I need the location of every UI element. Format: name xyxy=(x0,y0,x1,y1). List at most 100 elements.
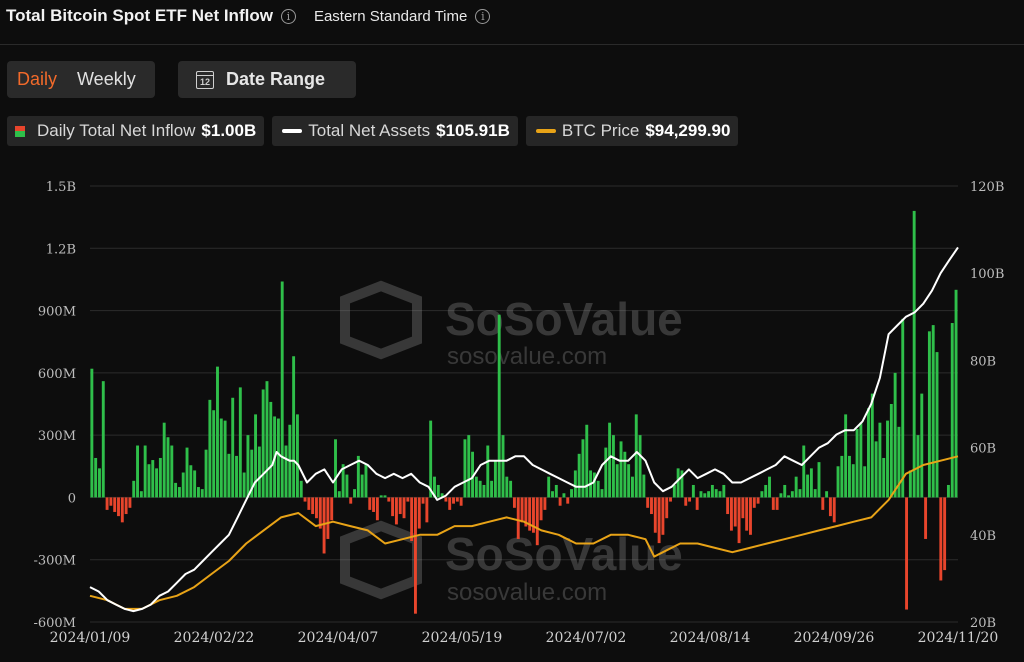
inflow-bar xyxy=(931,325,935,498)
y-left-tick-label: -300M xyxy=(33,554,76,569)
x-tick-label: 2024/04/07 xyxy=(298,630,379,646)
inflow-bar xyxy=(573,470,577,498)
inflow-bar xyxy=(528,497,532,531)
inflow-bar xyxy=(261,389,265,498)
inflow-bar xyxy=(124,497,128,515)
inflow-bar xyxy=(650,497,653,515)
watermark-brand: SoSoValue xyxy=(445,293,683,345)
watermark-url: sosovalue.com xyxy=(447,343,607,370)
inflow-bar xyxy=(429,420,433,498)
inflow-bar xyxy=(684,497,688,506)
inflow-bar xyxy=(585,424,589,498)
inflow-bar xyxy=(707,491,711,498)
inflow-bar xyxy=(147,464,151,498)
inflow-bar xyxy=(478,480,482,498)
info-icon[interactable]: i xyxy=(280,8,296,24)
y-right-tick-label: 120B xyxy=(970,180,1004,195)
legend-assets[interactable]: Total Net Assets $105.91B xyxy=(272,116,518,146)
inflow-bar xyxy=(208,399,212,498)
toggle-daily[interactable]: Daily xyxy=(17,69,58,89)
inflow-bar xyxy=(162,422,166,498)
inflow-bar xyxy=(315,497,318,519)
inflow-bar xyxy=(509,480,513,498)
calendar-icon: 12 xyxy=(196,70,214,89)
inflow-bar xyxy=(787,495,790,498)
date-range-button[interactable]: 12 Date Range xyxy=(178,61,356,98)
legend-assets-label: Total Net Assets xyxy=(308,121,431,140)
inflow-bar xyxy=(916,435,920,498)
inflow-bar xyxy=(554,484,558,498)
inflow-bar xyxy=(493,460,497,498)
inflow-bar xyxy=(745,497,749,531)
inflow-bar xyxy=(170,445,174,498)
inflow-bar xyxy=(844,414,848,498)
inflow-bar xyxy=(653,497,657,533)
inflow-bar xyxy=(661,497,665,535)
legend-inflow[interactable]: Daily Total Net Inflow $1.00B xyxy=(7,116,265,146)
inflow-bar xyxy=(783,484,787,498)
inflow-bar xyxy=(577,453,581,498)
inflow-bar xyxy=(798,489,802,498)
inflow-bar xyxy=(847,455,851,498)
inflow-bar xyxy=(433,476,436,498)
info-icon-timezone[interactable]: i xyxy=(475,8,491,24)
inflow-bar xyxy=(920,393,924,498)
date-range-label: Date Range xyxy=(226,69,326,89)
x-tick-label: 2024/08/14 xyxy=(670,630,751,646)
timezone-label: Eastern Standard Time xyxy=(313,7,468,25)
inflow-bar xyxy=(117,497,120,517)
inflow-bar xyxy=(623,451,627,498)
inflow-bar xyxy=(859,422,863,498)
inflow-bar xyxy=(863,466,867,498)
legend-btc[interactable]: BTC Price $94,299.90 xyxy=(525,116,739,146)
inflow-bar xyxy=(212,410,216,498)
header-divider xyxy=(0,44,1024,45)
inflow-bar xyxy=(353,489,356,498)
inflow-bar xyxy=(604,447,608,498)
inflow-swatch-icon xyxy=(15,125,25,137)
inflow-bar xyxy=(356,455,360,498)
inflow-bar xyxy=(627,464,631,498)
toggle-weekly[interactable]: Weekly xyxy=(77,69,136,89)
inflow-bar xyxy=(410,497,414,542)
inflow-bar xyxy=(204,449,208,498)
inflow-bar xyxy=(254,414,258,498)
inflow-bar xyxy=(756,497,760,504)
inflow-bar xyxy=(174,482,178,498)
inflow-bar xyxy=(185,447,189,498)
inflow-bar xyxy=(924,497,928,539)
btc-price-line xyxy=(89,455,959,610)
grid xyxy=(90,185,958,623)
inflow-bar xyxy=(177,487,181,498)
inflow-bar xyxy=(383,495,387,498)
inflow-bar xyxy=(265,381,269,498)
inflow-bar xyxy=(90,368,94,498)
inflow-bar xyxy=(905,497,909,610)
inflow-bar xyxy=(836,466,840,498)
inflow-bar xyxy=(726,497,730,515)
inflow-bar xyxy=(295,414,299,498)
inflow-bar xyxy=(806,474,810,498)
inflow-bar xyxy=(440,493,444,498)
inflow-bar xyxy=(760,491,764,498)
page-title: Total Bitcoin Spot ETF Net Inflow xyxy=(6,6,273,25)
inflow-bar xyxy=(223,420,227,498)
inflow-bar xyxy=(779,493,783,498)
inflow-bar xyxy=(950,323,954,498)
inflow-bar xyxy=(634,414,638,498)
inflow-bar xyxy=(710,484,714,498)
inflow-bar xyxy=(379,495,383,498)
inflow-bar xyxy=(722,484,726,498)
inflow-bar xyxy=(436,484,440,498)
inflow-bar xyxy=(608,422,612,498)
inflow-bar xyxy=(280,281,284,498)
inflow-bar xyxy=(193,470,197,498)
inflow-bar xyxy=(512,497,516,508)
x-tick-label: 2024/02/22 xyxy=(174,630,255,646)
inflow-bar xyxy=(158,457,162,498)
inflow-bar xyxy=(699,491,703,498)
inflow-bar xyxy=(406,497,410,502)
axes: 1.5B 1.2B 900M 600M 300M 0 -300M -600M 120B 100B 8… xyxy=(33,180,1004,646)
legend-btc-label: BTC Price xyxy=(561,121,640,140)
